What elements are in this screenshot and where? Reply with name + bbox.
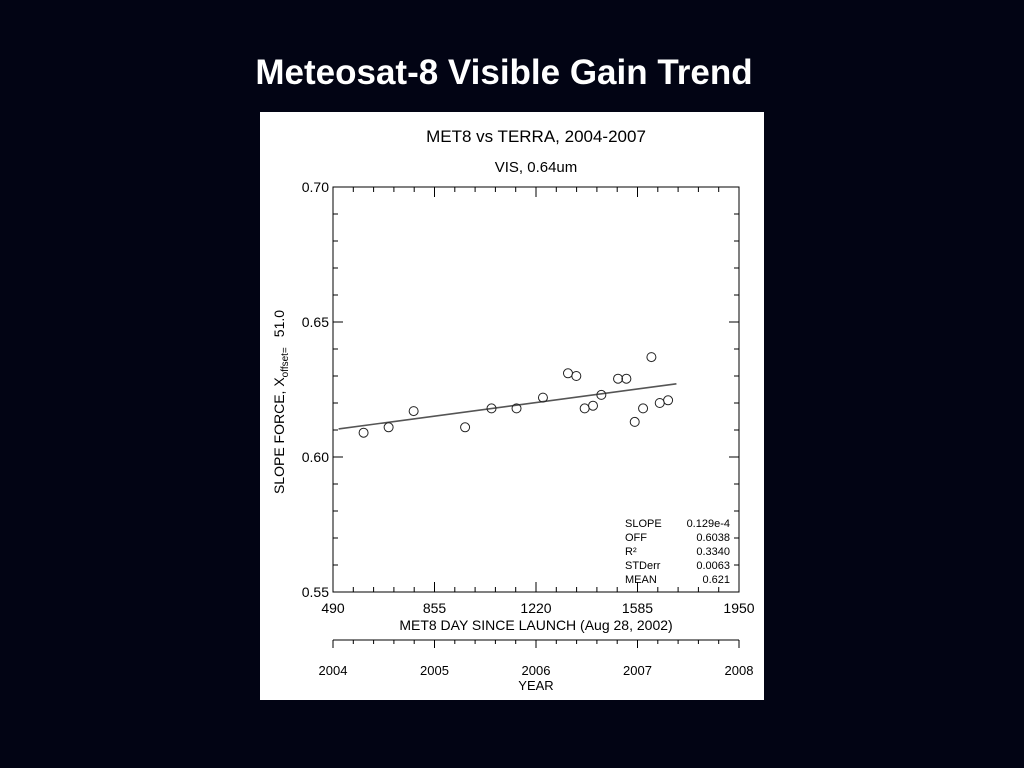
plot-frame: [332, 186, 740, 593]
trendline-layer: [338, 383, 677, 430]
x-tick-label: 855: [423, 600, 447, 616]
y-axis-label: SLOPE FORCE, Xoffset= 51.0: [271, 310, 291, 494]
chart-figure: MET8 vs TERRA, 2004-2007 VIS, 0.64um SLO…: [260, 112, 764, 700]
data-point: [629, 416, 640, 427]
data-point: [460, 422, 471, 433]
stat-value: 0.3340: [696, 546, 730, 558]
chart-title: MET8 vs TERRA, 2004-2007: [426, 127, 646, 146]
stat-value: 0.6038: [696, 532, 730, 544]
data-point: [646, 352, 657, 363]
y-tick-label: 0.65: [302, 314, 329, 330]
svg-text:SLOPE FORCE, Xoffset=51.0: SLOPE FORCE, Xoffset= 51.0: [271, 310, 291, 494]
data-point: [663, 395, 674, 406]
stat-label: STDerr: [625, 560, 661, 572]
stats-box: SLOPE 0.129e-4 OFF 0.6038 R² 0.3340 STDerr 0.00…: [625, 518, 730, 586]
data-point: [383, 422, 394, 433]
trendline: [338, 383, 677, 430]
data-point: [562, 368, 573, 379]
x-tick-label: 1950: [723, 600, 754, 616]
data-point: [537, 392, 548, 403]
data-point: [613, 373, 624, 384]
data-points: [358, 352, 674, 438]
year-tick-label: 2004: [319, 663, 348, 678]
data-point: [588, 400, 599, 411]
stat-label: SLOPE: [625, 518, 662, 530]
year-tick-label: 2006: [522, 663, 551, 678]
stat-value: 0.129e-4: [687, 518, 730, 530]
data-point: [579, 403, 590, 414]
y-axis-label-value: 51.0: [271, 310, 287, 337]
x-tick-label: 1220: [520, 600, 551, 616]
chart-subtitle: VIS, 0.64um: [495, 159, 578, 176]
y-axis: 0.70 0.65 0.60 0.55: [302, 179, 739, 600]
year-tick-label: 2007: [623, 663, 652, 678]
y-tick-label: 0.70: [302, 179, 329, 195]
year-axis-label: YEAR: [518, 678, 553, 693]
data-point: [358, 427, 369, 438]
data-point: [654, 398, 665, 408]
x-tick-label: 1585: [622, 600, 653, 616]
slide-title: Meteosat-8 Visible Gain Trend: [255, 53, 753, 92]
stat-value: 0.621: [702, 574, 730, 586]
stat-label: OFF: [625, 532, 647, 544]
year-axis: 2004 2005 2006 2007 2008: [319, 640, 754, 678]
x-axis-label: MET8 DAY SINCE LAUNCH (Aug 28, 2002): [399, 617, 672, 633]
scatter-chart: MET8 vs TERRA, 2004-2007 VIS, 0.64um SLO…: [271, 127, 755, 693]
y-tick-label: 0.55: [302, 584, 329, 600]
y-tick-label: 0.60: [302, 449, 329, 465]
stat-value: 0.0063: [696, 560, 730, 572]
year-tick-label: 2005: [420, 663, 449, 678]
stat-label: MEAN: [625, 574, 657, 586]
data-point: [486, 403, 497, 414]
data-point: [511, 403, 522, 414]
x-axis: 490 855 1220 1585 1950: [321, 187, 755, 616]
data-point: [408, 406, 419, 417]
data-point: [596, 389, 607, 400]
data-point: [571, 371, 582, 381]
data-point: [638, 403, 649, 414]
y-axis-label-main: SLOPE FORCE, X: [271, 377, 287, 494]
y-axis-label-sub: offset=: [280, 347, 291, 377]
x-tick-label: 490: [321, 600, 345, 616]
data-point: [621, 373, 632, 384]
year-tick-label: 2008: [725, 663, 754, 678]
stat-label: R²: [625, 546, 637, 558]
